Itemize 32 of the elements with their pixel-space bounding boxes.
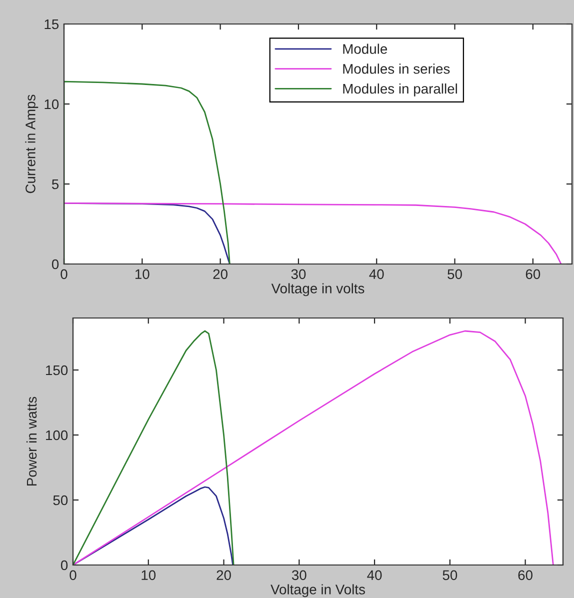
x-tick-label: 50	[448, 269, 462, 280]
line-series	[73, 486, 234, 565]
x-tick-label: 10	[135, 269, 150, 280]
x-tick-label: 20	[216, 570, 231, 580]
y-tick-label: 0	[52, 259, 59, 270]
x-tick-label: 30	[292, 570, 306, 580]
legend-label: Modules in series	[343, 64, 450, 74]
y-axis-title: Current in Amps	[25, 94, 38, 194]
line-series	[64, 202, 562, 264]
x-tick-label: 10	[142, 570, 156, 580]
x-tick-label: 40	[369, 269, 384, 280]
line-series	[73, 330, 554, 565]
x-axis-title: Voltage in volts	[271, 283, 364, 296]
x-tick-label: 30	[291, 269, 306, 280]
y-tick-label: 10	[44, 99, 59, 110]
y-tick-label: 5	[52, 179, 59, 190]
x-axis-title: Voltage in Volts	[270, 584, 365, 598]
legend-label: Modules in parallel	[343, 83, 457, 96]
x-tick-label: 50	[442, 570, 458, 580]
y-tick-label: 150	[46, 365, 68, 376]
x-tick-label: 60	[526, 269, 540, 280]
y-tick-label: 15	[44, 19, 59, 30]
legend-label: Module	[343, 44, 388, 54]
x-tick-label: 40	[367, 570, 382, 580]
line-series	[73, 330, 234, 565]
x-tick-label: 60	[518, 570, 532, 580]
y-tick-label: 50	[53, 495, 68, 506]
y-tick-label: 100	[46, 430, 68, 440]
x-tick-label: 20	[213, 269, 228, 280]
y-axis-title: Power in watts	[26, 396, 37, 486]
x-tick-label: 0	[70, 570, 76, 580]
y-tick-label: 0	[60, 560, 68, 570]
